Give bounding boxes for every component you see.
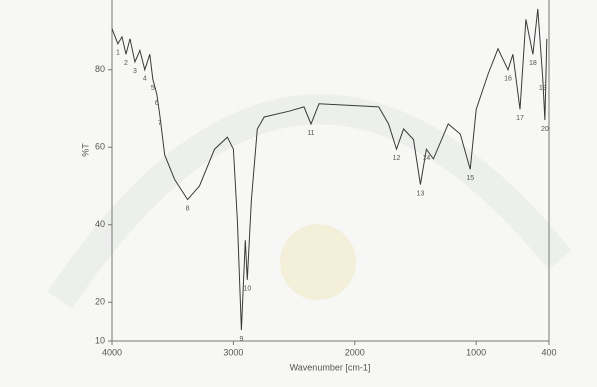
y-tick-label: 20 — [95, 297, 105, 307]
peak-label: 19 — [539, 85, 547, 92]
peak-label: 20 — [541, 126, 549, 133]
x-tick-label: 1000 — [466, 347, 486, 357]
x-tick-label: 2000 — [345, 347, 365, 357]
peak-label: 7 — [158, 120, 162, 127]
x-tick-label: 400 — [541, 347, 556, 357]
peak-label: 15 — [466, 175, 474, 182]
peak-label: 1 — [116, 50, 120, 57]
peak-label: 13 — [417, 190, 425, 197]
watermark — [280, 224, 356, 300]
peak-label: 16 — [504, 76, 512, 83]
peak-label: 11 — [307, 130, 314, 137]
y-tick-label: 40 — [95, 219, 105, 229]
peak-label: 3 — [133, 68, 137, 75]
peak-label: 4 — [143, 76, 147, 83]
x-axis-label: Wavenumber [cm-1] — [290, 362, 371, 372]
peak-label: 12 — [393, 155, 401, 162]
y-tick-label: 60 — [95, 142, 105, 152]
peak-label: 2 — [124, 60, 128, 67]
x-tick-label: 3000 — [223, 347, 243, 357]
peak-label: 14 — [422, 155, 430, 162]
x-tick-label: 4000 — [102, 347, 122, 357]
peak-label: 8 — [186, 205, 190, 212]
y-tick-label: 10 — [95, 335, 105, 345]
y-axis-label: %T — [80, 143, 90, 157]
peak-label: 10 — [243, 286, 251, 293]
peak-label: 17 — [516, 115, 524, 122]
peak-label: 9 — [239, 336, 243, 343]
spectrum-line — [111, 8, 548, 331]
y-tick-label: 80 — [95, 64, 105, 74]
peak-label: 5 — [151, 85, 155, 92]
peak-label: 6 — [155, 100, 159, 107]
peak-label: 18 — [529, 60, 537, 67]
